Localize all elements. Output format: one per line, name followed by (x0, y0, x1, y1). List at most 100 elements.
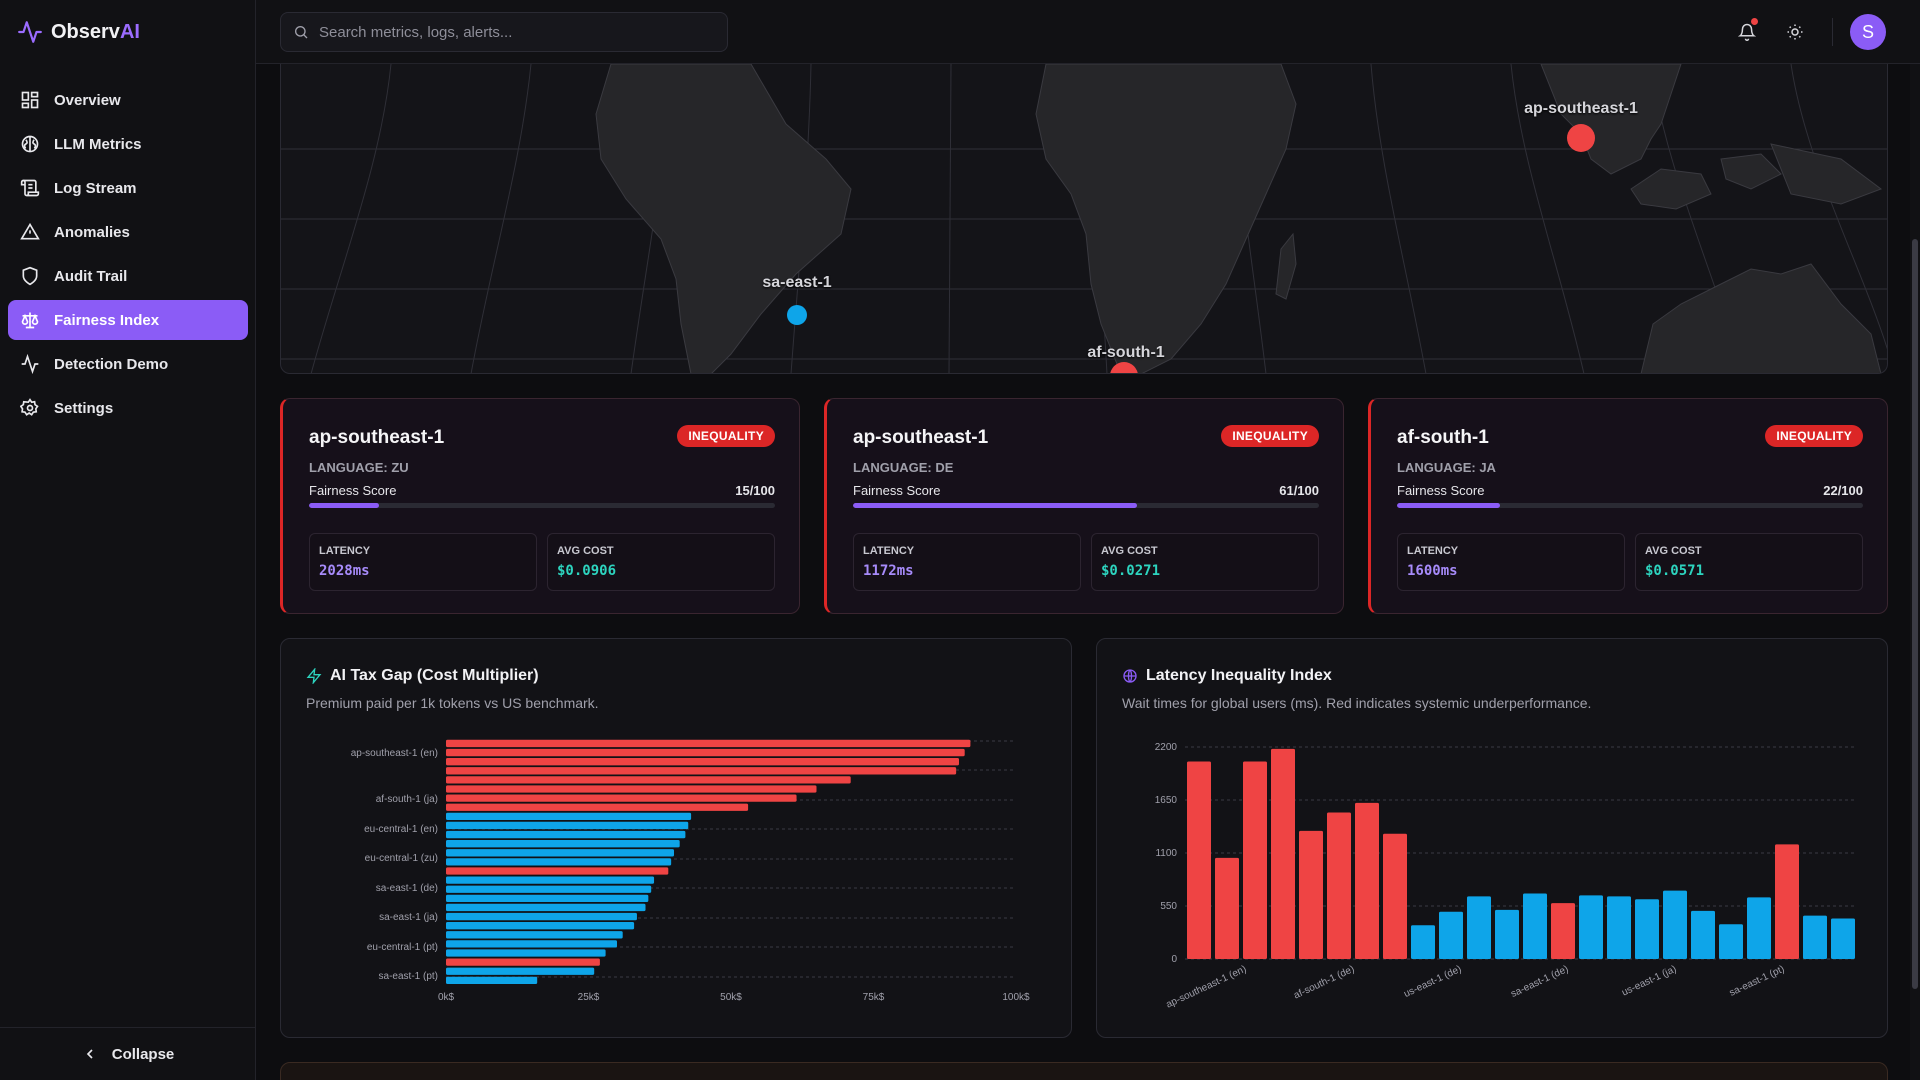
x-tick-label: 75k$ (863, 992, 885, 1003)
cost-value: $0.0571 (1645, 563, 1705, 579)
scroll-text-icon (20, 179, 40, 197)
y-tick-label: eu-central-1 (zu) (365, 853, 438, 864)
latency-title: Latency Inequality Index (1146, 667, 1332, 684)
bar (446, 940, 617, 948)
bar (446, 967, 595, 975)
region-card[interactable]: ap-southeast-1 INEQUALITY LANGUAGE: DE F… (824, 398, 1344, 614)
bar (1579, 895, 1603, 959)
sidebar-item-audit-trail[interactable]: Audit Trail (8, 256, 248, 296)
bar (1607, 896, 1631, 959)
bar (446, 776, 851, 784)
bell-icon (1738, 23, 1756, 41)
bar (1327, 812, 1351, 959)
region-card[interactable]: af-south-1 INEQUALITY LANGUAGE: JA Fairn… (1368, 398, 1888, 614)
map-label-sa-east-1: sa-east-1 (762, 274, 832, 291)
bar (446, 758, 959, 766)
sidebar-item-detection-demo[interactable]: Detection Demo (8, 344, 248, 384)
search-input[interactable] (319, 23, 709, 41)
sidebar-item-log-stream[interactable]: Log Stream (8, 168, 248, 208)
bar (446, 894, 649, 902)
map-marker-sa-east-1[interactable] (787, 305, 807, 325)
theme-toggle-button[interactable] (1783, 20, 1807, 44)
globe-icon (1123, 669, 1137, 683)
bar (446, 876, 655, 884)
y-tick-label: sa-east-1 (pt) (379, 971, 438, 982)
latency-label: LATENCY (863, 545, 915, 557)
sidebar-item-settings[interactable]: Settings (8, 388, 248, 428)
bar (446, 931, 623, 939)
region-title: ap-southeast-1 (853, 427, 989, 448)
cost-value: $0.0271 (1101, 563, 1161, 579)
chevron-left-icon (86, 1049, 93, 1059)
topbar-divider (1832, 18, 1833, 46)
tax-gap-subtitle: Premium paid per 1k tokens vs US benchma… (306, 695, 599, 711)
y-tick-label: ap-southeast-1 (en) (351, 748, 438, 759)
bar (446, 812, 692, 820)
sidebar-item-llm-metrics[interactable]: LLM Metrics (8, 124, 248, 164)
fairness-bar-fill (1397, 503, 1500, 508)
x-tick-label: sa-east-1 (de) (1509, 964, 1570, 1000)
x-tick-label: 25k$ (578, 992, 600, 1003)
map-canvas (281, 64, 1887, 374)
bar (1383, 833, 1407, 959)
latency-value: 2028ms (319, 563, 370, 579)
y-tick-label: 550 (1160, 901, 1177, 912)
sidebar: ObservAI Overview LLM Metrics Log Stream… (0, 0, 256, 1080)
collapse-button[interactable]: Collapse (0, 1027, 256, 1080)
fairness-bar (1397, 503, 1863, 508)
bar (446, 922, 635, 930)
shield-icon (22, 266, 38, 286)
fairness-bar (309, 503, 775, 508)
sidebar-item-fairness-index[interactable]: Fairness Index (8, 300, 248, 340)
bar (1411, 925, 1435, 959)
next-section-card (280, 1062, 1888, 1080)
notification-dot (1751, 18, 1758, 25)
sidebar-item-anomalies[interactable]: Anomalies (8, 212, 248, 252)
bar (1299, 830, 1323, 959)
fairness-label: Fairness Score (1397, 483, 1485, 498)
bar (1439, 911, 1463, 959)
search-icon (295, 26, 308, 39)
map-marker-af-south-1[interactable] (1110, 362, 1138, 374)
sidebar-nav: Overview LLM Metrics Log Stream Anomalie… (8, 80, 248, 432)
bar (446, 849, 674, 857)
fairness-bar-fill (853, 503, 1138, 508)
map-marker-ap-southeast-1[interactable] (1567, 124, 1595, 152)
scrollbar-thumb[interactable] (1912, 239, 1918, 989)
map-label-ap-southeast-1: ap-southeast-1 (1524, 100, 1638, 117)
gear-icon (20, 398, 39, 416)
avatar[interactable]: S (1850, 14, 1886, 50)
latency-label: LATENCY (1407, 545, 1459, 557)
cost-metric: AVG COST $0.0271 (1091, 533, 1319, 591)
notifications-button[interactable] (1735, 18, 1759, 44)
region-card[interactable]: ap-southeast-1 INEQUALITY LANGUAGE: ZU F… (280, 398, 800, 614)
app-logo[interactable]: ObservAI (17, 18, 140, 46)
bar (1187, 761, 1211, 959)
sidebar-item-label: Log Stream (54, 179, 137, 197)
bar (446, 885, 652, 893)
latency-metric: LATENCY 2028ms (309, 533, 537, 591)
tax-gap-title: AI Tax Gap (Cost Multiplier) (330, 667, 539, 684)
top-bar: S (256, 0, 1920, 64)
y-tick-label: eu-central-1 (pt) (367, 942, 438, 953)
scrollbar[interactable] (1910, 64, 1920, 1080)
fairness-score: 22/100 (1823, 483, 1863, 498)
sidebar-item-overview[interactable]: Overview (8, 80, 248, 120)
app-name: ObservAI (51, 20, 140, 43)
bar (1215, 857, 1239, 959)
region-title: af-south-1 (1397, 427, 1489, 448)
bar (446, 949, 606, 957)
bar (446, 739, 971, 748)
x-tick-label: af-south-1 (de) (1292, 964, 1356, 1002)
search-box[interactable] (280, 12, 728, 52)
bar (1495, 909, 1519, 959)
fairness-label: Fairness Score (309, 483, 397, 498)
bar (1551, 903, 1575, 959)
sidebar-item-label: Detection Demo (54, 355, 169, 373)
status-badge: INEQUALITY (1765, 425, 1863, 447)
fairness-score: 15/100 (735, 483, 775, 498)
bar (1243, 761, 1267, 959)
sidebar-item-label: Fairness Index (54, 311, 160, 329)
world-map[interactable]: ap-southeast-1 sa-east-1 af-south-1 (280, 64, 1888, 374)
x-tick-label: 0k$ (438, 992, 455, 1003)
